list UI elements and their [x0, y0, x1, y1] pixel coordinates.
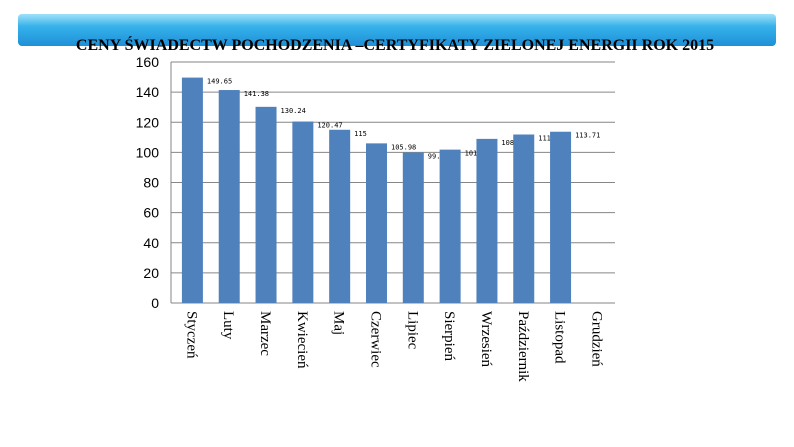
header-bar-shine [18, 14, 776, 26]
y-tick-label: 40 [143, 235, 159, 251]
bar [550, 131, 572, 303]
data-label: 99.91 [428, 153, 449, 161]
bar [402, 152, 424, 303]
y-tick-label: 120 [136, 114, 160, 130]
data-label: 120.47 [317, 122, 342, 130]
data-label: 141.38 [244, 90, 269, 98]
y-tick-label: 100 [136, 144, 160, 160]
bar [181, 77, 203, 303]
chart-title: CENY ŚWIADECTW POCHODZENIA –CERTYFIKATY … [75, 37, 715, 54]
y-tick-label: 160 [136, 54, 160, 70]
x-tick-label: Kwiecień [294, 311, 310, 369]
bar [439, 149, 461, 303]
bar [218, 90, 240, 303]
data-label: 149.65 [207, 78, 232, 86]
x-tick-label: Luty [220, 311, 236, 340]
bar [476, 138, 498, 303]
data-label: 105.98 [391, 143, 416, 151]
x-tick-label: Czerwiec [367, 311, 383, 368]
y-tick-label: 140 [136, 84, 160, 100]
x-tick-label: Grudzień [588, 311, 604, 367]
x-tick-label: Wrzesień [478, 311, 494, 368]
x-tick-label: Styczeń [183, 311, 199, 359]
data-label: 130.24 [281, 107, 306, 115]
y-tick-label: 80 [143, 175, 159, 191]
x-tick-label: Maj [331, 311, 347, 335]
x-tick-label: Listopad [552, 311, 568, 364]
y-tick-label: 0 [151, 295, 159, 311]
y-tick-label: 20 [143, 265, 159, 281]
bar [513, 134, 535, 303]
bar [292, 121, 314, 304]
y-tick-label: 60 [143, 205, 159, 221]
data-label: 113.71 [575, 132, 600, 140]
x-tick-label: Lipiec [404, 311, 420, 350]
header-bar [18, 14, 776, 46]
bar [255, 106, 277, 304]
data-label: 115 [354, 130, 367, 138]
bar [365, 143, 387, 303]
bar [329, 129, 351, 303]
x-tick-label: Sierpień [441, 311, 457, 361]
x-tick-label: Marzec [257, 311, 273, 356]
x-tick-label: Październik [515, 311, 531, 382]
